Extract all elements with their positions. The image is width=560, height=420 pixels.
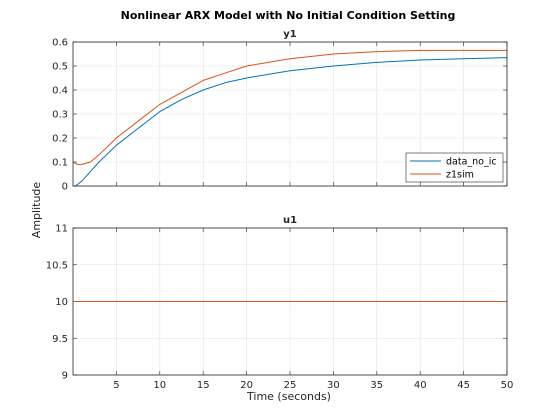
x-tick-label: 45 <box>457 380 470 391</box>
y-tick-label: 10.5 <box>46 260 68 271</box>
x-tick-label: 15 <box>197 380 210 391</box>
legend[interactable]: data_no_ic z1sim <box>405 152 504 183</box>
x-tick-label: 50 <box>501 380 514 391</box>
y-tick-label: 0.2 <box>52 134 68 145</box>
y-tick-label: 0.6 <box>52 38 68 49</box>
y-ticks-u1: 9 9.5 10 10.5 11 <box>46 224 68 382</box>
y-tick-label: 9 <box>62 371 68 382</box>
legend-label-z1sim: z1sim <box>446 170 474 181</box>
y-ticks-y1: 0 0.1 0.2 0.3 0.4 0.5 0.6 <box>52 38 68 193</box>
series-line-data-no-ic <box>73 57 508 187</box>
x-ticks: 5 10 15 20 25 30 35 40 45 50 <box>113 380 513 391</box>
y-tick-label: 0.5 <box>52 62 68 73</box>
y-tick-label: 0.4 <box>52 86 68 97</box>
axes-box-u1 <box>72 227 508 376</box>
y-tick-label: 9.5 <box>52 334 68 345</box>
x-tick-label: 40 <box>414 380 427 391</box>
x-tick-label: 25 <box>284 380 297 391</box>
y-tick-label: 11 <box>55 224 68 235</box>
legend-label-data-no-ic: data_no_ic <box>446 157 497 168</box>
subplot-title-y1: y1 <box>283 29 297 40</box>
subplot-y1[interactable]: 0 0.1 0.2 0.3 0.4 0.5 0.6 y1 data_no_ic z1sim <box>52 29 508 193</box>
x-axis-label: Time (seconds) <box>246 390 331 403</box>
legend-box <box>405 152 504 183</box>
series-line-z1sim <box>72 49 507 165</box>
x-tick-label: 10 <box>153 380 166 391</box>
y-tick-label: 0.1 <box>52 158 68 169</box>
figure-title: Nonlinear ARX Model with No Initial Cond… <box>121 9 456 22</box>
x-tick-label: 5 <box>113 380 119 391</box>
subplot-u1[interactable]: 9 9.5 10 10.5 11 5 10 15 20 25 30 35 40 45 50 u1 <box>46 215 514 391</box>
y-tick-label: 10 <box>55 297 68 308</box>
axes-box-y1 <box>72 41 508 187</box>
x-tick-label: 30 <box>327 380 340 391</box>
y-tick-label: 0.3 <box>52 110 68 121</box>
y-axis-label: Amplitude <box>30 182 43 239</box>
subplot-title-u1: u1 <box>283 215 297 226</box>
series-group-y1 <box>72 49 508 187</box>
y-tick-label: 0 <box>62 182 68 193</box>
x-tick-label: 20 <box>240 380 253 391</box>
x-tick-label: 35 <box>370 380 383 391</box>
